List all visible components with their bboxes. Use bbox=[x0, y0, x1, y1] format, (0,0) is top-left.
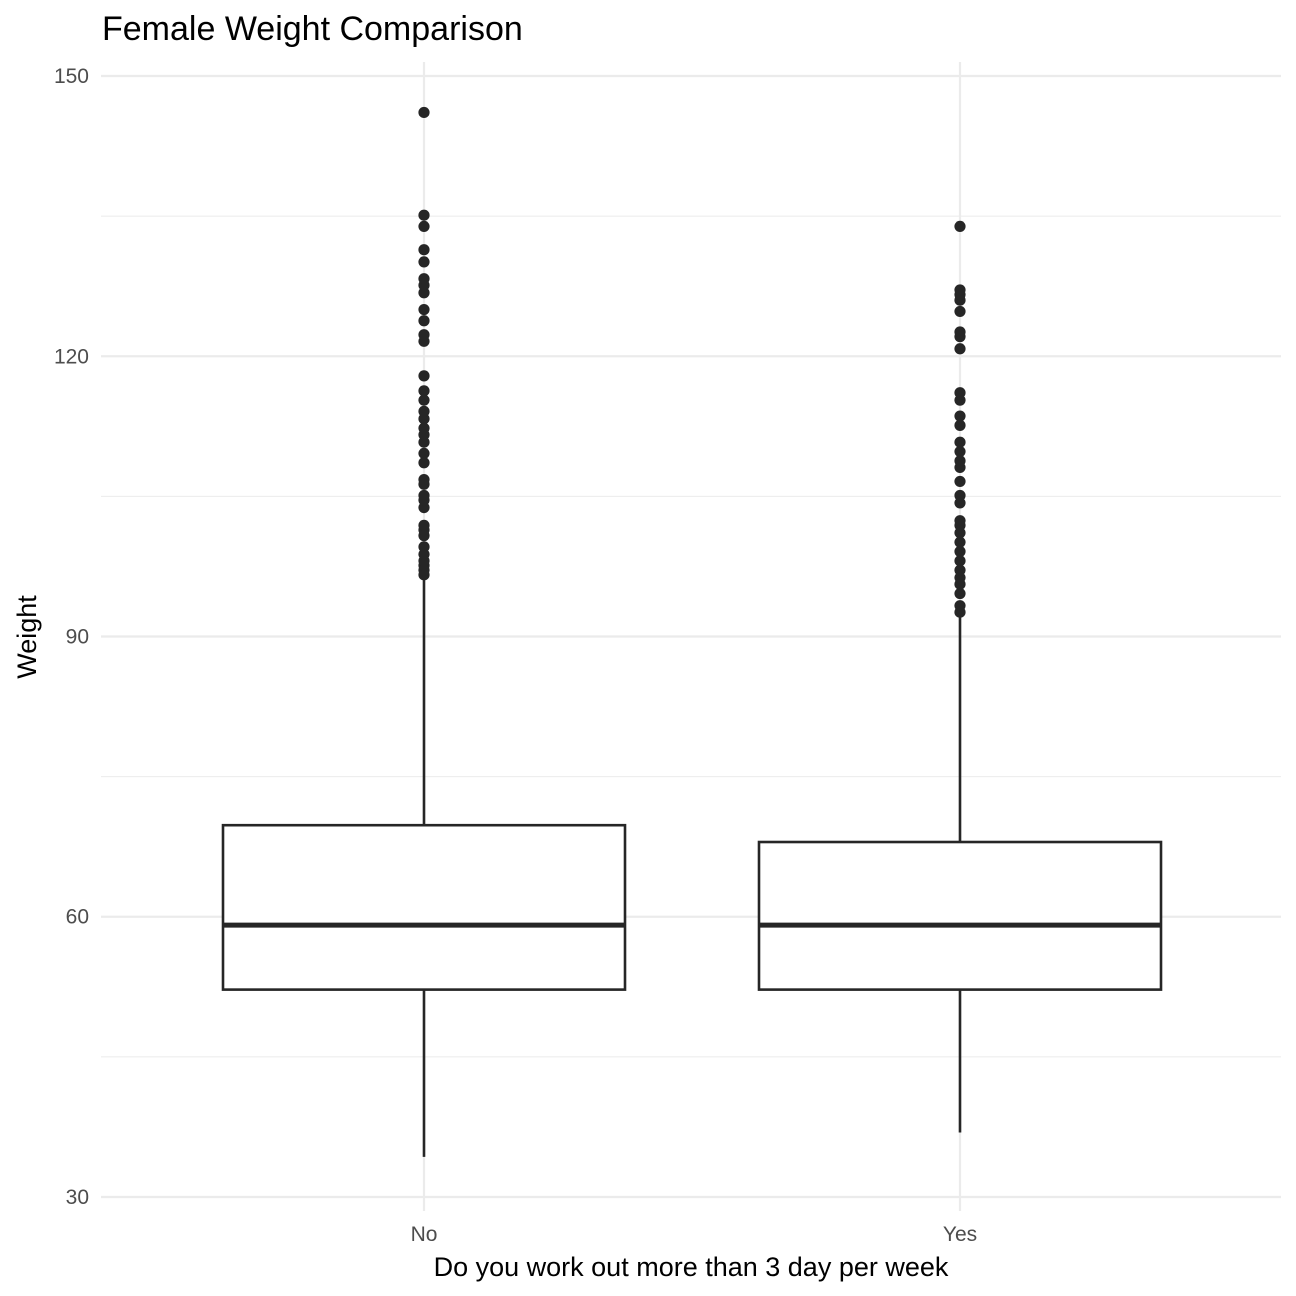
outlier-point bbox=[418, 303, 430, 316]
outlier-point bbox=[954, 515, 966, 527]
outlier-point bbox=[954, 475, 966, 488]
iqr-box bbox=[757, 840, 1163, 991]
outlier-point bbox=[954, 220, 966, 233]
outlier-point bbox=[954, 489, 966, 502]
outlier-point bbox=[418, 370, 430, 382]
outlier-point bbox=[954, 600, 966, 612]
outlier-point bbox=[418, 447, 430, 460]
outlier-point bbox=[418, 220, 430, 233]
grid-layer bbox=[101, 62, 1281, 1211]
outlier-point bbox=[418, 329, 430, 341]
outlier-point bbox=[954, 587, 966, 600]
outlier-point bbox=[418, 473, 430, 486]
outlier-point bbox=[954, 545, 966, 558]
outlier-point bbox=[418, 273, 430, 285]
y-tick-label: 90 bbox=[66, 626, 89, 649]
y-axis-title: Weight bbox=[12, 595, 42, 679]
y-tick-label: 150 bbox=[54, 65, 89, 88]
chart-title: Female Weight Comparison bbox=[102, 10, 523, 48]
outlier-point bbox=[418, 519, 430, 531]
y-tick-label: 120 bbox=[54, 345, 89, 368]
outlier-point bbox=[418, 394, 430, 406]
outlier-point bbox=[418, 244, 430, 256]
outlier-point bbox=[418, 422, 430, 434]
outlier-point bbox=[418, 209, 430, 221]
outlier-point bbox=[954, 455, 966, 467]
y-tick-label: 30 bbox=[66, 1186, 89, 1209]
x-axis-title: Do you work out more than 3 day per week bbox=[434, 1252, 949, 1282]
outlier-point bbox=[954, 564, 966, 576]
y-tick-labels: 30 60 90 120 150 bbox=[54, 65, 89, 1209]
outlier-point bbox=[954, 555, 966, 567]
box-layer bbox=[221, 106, 1163, 1157]
box-no bbox=[221, 106, 627, 1157]
outlier-point bbox=[954, 343, 966, 355]
outlier-point bbox=[954, 419, 966, 431]
outlier-point bbox=[954, 410, 966, 422]
outlier-point bbox=[954, 445, 966, 458]
y-tick-label: 60 bbox=[66, 906, 89, 929]
x-tick-label: No bbox=[411, 1223, 438, 1246]
outlier-point bbox=[418, 256, 430, 268]
outlier-point bbox=[418, 489, 430, 502]
box-yes bbox=[757, 220, 1163, 1133]
outlier-point bbox=[418, 457, 430, 469]
outlier-point bbox=[954, 536, 966, 548]
outlier-point bbox=[954, 326, 966, 338]
x-tick-labels: No Yes bbox=[411, 1223, 978, 1246]
outlier-point bbox=[418, 541, 430, 553]
outlier-point bbox=[954, 305, 966, 318]
outlier-point bbox=[418, 385, 430, 397]
outlier-point bbox=[954, 284, 966, 296]
outlier-point bbox=[954, 436, 966, 448]
x-tick-label: Yes bbox=[943, 1223, 977, 1246]
iqr-box bbox=[221, 823, 627, 991]
outlier-point bbox=[418, 106, 430, 119]
outlier-point bbox=[418, 315, 430, 327]
outlier-point bbox=[954, 387, 966, 399]
outlier-point bbox=[418, 405, 430, 417]
